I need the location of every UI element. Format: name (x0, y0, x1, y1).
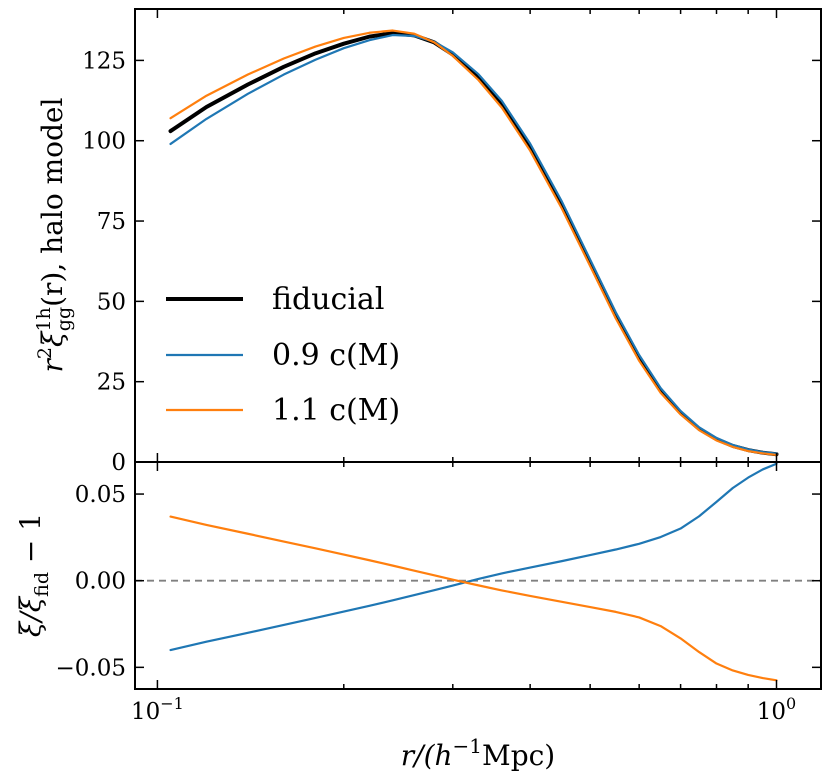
top-ylabel-sup1: 2 (34, 347, 56, 359)
top-ytick-label: 50 (97, 289, 126, 315)
top-ytick-label: 125 (82, 48, 126, 74)
bottom-ylabel-xi: ξ/ξ (14, 595, 47, 637)
bottom-plot-area (135, 462, 821, 682)
top-plot-area (168, 29, 779, 457)
legend-label-fiducial: fiducial (272, 282, 384, 317)
top-ytick-label: 25 (97, 370, 126, 396)
legend-label-1.1cM: 1.1 c(M) (272, 393, 400, 428)
top-panel (168, 29, 779, 457)
top-ylabel-base: r (36, 357, 69, 372)
top-series-line-1.1cM (169, 29, 778, 457)
top-ylabel-sub: gg (53, 307, 75, 331)
xtick-label-base: 10 (757, 699, 786, 725)
top-ylabel-xi: ξ (36, 330, 69, 347)
legend: fiducial 0.9 c(M) 1.1 c(M) (166, 282, 400, 428)
xtick-label-base: 10 (131, 699, 160, 725)
bottom-series-line-1.1cM (169, 515, 778, 682)
bottom-frame-layer (134, 461, 822, 690)
xlabel-post: Mpc) (482, 739, 555, 772)
top-ylabel-rest: (r), halo model (36, 98, 69, 307)
bottom-ytick-label: 0.00 (75, 569, 126, 595)
bottom-panel (135, 462, 821, 682)
top-series-line-0.9cM (169, 33, 778, 455)
xtick-label-exp: −1 (160, 694, 184, 713)
xtick-label-exp: 0 (786, 694, 796, 713)
legend-label-0.9cM: 0.9 c(M) (272, 338, 400, 373)
top-ylabel: r2ξ1hgg(r), halo model (33, 98, 75, 373)
xlabel-sup: −1 (453, 734, 482, 758)
bottom-ylabel-rest: − 1 (14, 513, 47, 572)
bottom-axes-frame (134, 461, 822, 690)
xlabel: r/(h−1Mpc) (401, 734, 555, 772)
bottom-ytick-label: 0.05 (75, 482, 126, 508)
top-ylabel-sup2: 1h (33, 307, 55, 331)
bottom-ylabel-sub: fid (31, 572, 53, 597)
xtick-label: 100 (757, 694, 796, 725)
bottom-ylabel: ξ/ξfid − 1 (14, 513, 53, 637)
top-series-line-fiducial (168, 31, 779, 457)
xtick-label: 10−1 (131, 694, 184, 725)
top-ytick-label: 100 (82, 129, 126, 155)
bottom-ytick-label: −0.05 (56, 655, 126, 681)
top-ytick-label: 75 (97, 209, 126, 235)
bottom-series-line-0.9cM (169, 462, 778, 652)
xlabel-pre: r/(h (401, 739, 453, 772)
top-ytick-label: 0 (111, 450, 126, 476)
